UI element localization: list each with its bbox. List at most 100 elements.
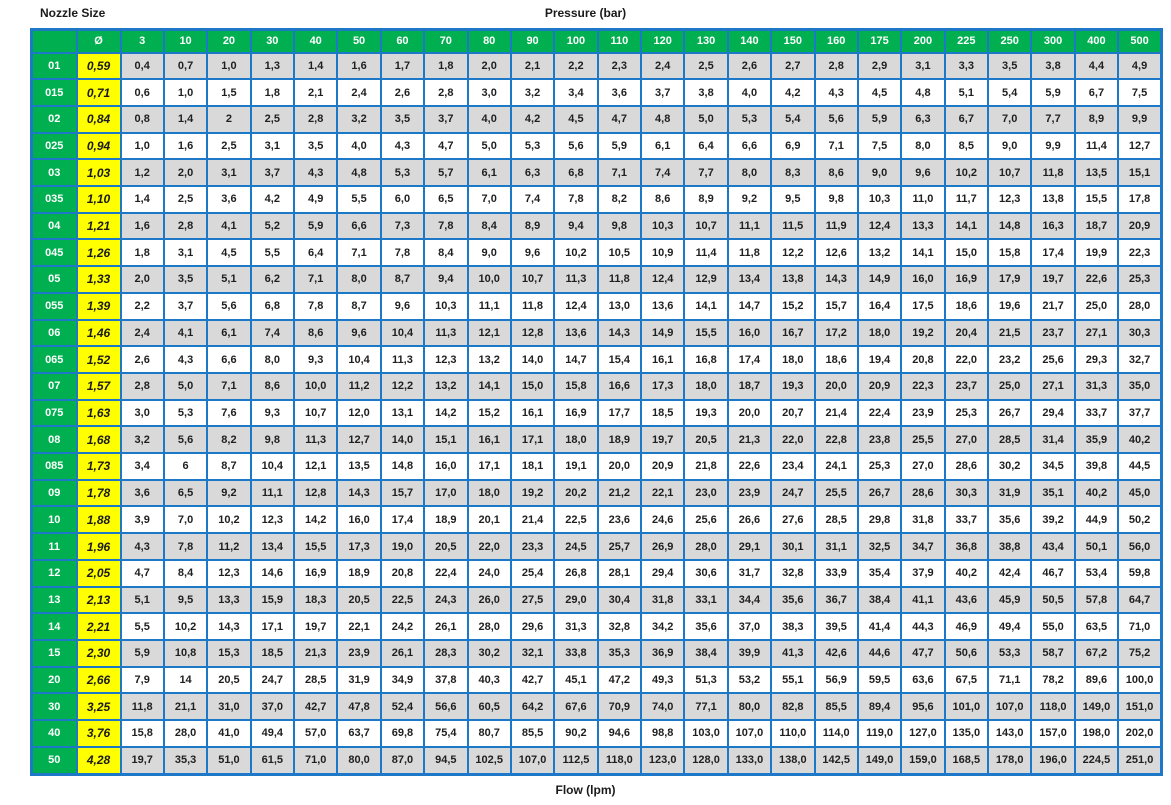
flow-value-cell: 1,8 (423, 51, 469, 81)
flow-value-cell: 29,0 (553, 585, 599, 615)
flow-value-cell: 2,7 (770, 51, 816, 81)
flow-value-cell: 9,9 (1030, 131, 1076, 161)
flow-value-cell: 149,0 (856, 745, 903, 776)
flow-value-cell: 10,0 (466, 265, 512, 294)
flow-value-cell: 45,1 (553, 665, 599, 695)
diameter-cell: 2,05 (75, 558, 122, 588)
flow-value-cell: 3,0 (466, 78, 512, 107)
pressure-header-cell: 130 (683, 28, 729, 54)
flow-value-cell: 5,0 (683, 104, 729, 134)
flow-value-cell: 4,2 (509, 104, 556, 134)
flow-value-cell: 70,9 (596, 692, 643, 722)
flow-value-cell: 18,6 (943, 291, 990, 321)
flow-value-cell: 7,1 (813, 131, 859, 161)
flow-value-cell: 10,7 (986, 158, 1033, 188)
flow-value-cell: 17,9 (986, 265, 1033, 294)
flow-value-cell: 37,0 (726, 612, 773, 641)
flow-value-cell: 20,4 (943, 318, 990, 348)
flow-value-cell: 32,5 (856, 532, 903, 561)
flow-value-cell: 3,8 (683, 78, 729, 107)
flow-value-cell: 3,7 (249, 158, 296, 188)
flow-value-cell: 1,6 (162, 131, 209, 161)
flow-value-cell: 25,5 (900, 425, 946, 455)
table-row: 06 1,46 2,4 4,1 6,1 7,4 8,6 9,6 10,4 11,3 12,1 12,8… (30, 318, 1163, 348)
diameter-cell: 1,39 (75, 291, 122, 321)
flow-value-cell: 50,6 (943, 638, 990, 668)
flow-value-cell: 3,1 (162, 238, 209, 268)
flow-value-cell: 3,2 (119, 425, 165, 455)
flow-value-cell: 31,7 (726, 558, 773, 588)
flow-value-cell: 17,1 (249, 612, 296, 641)
table-row: 11 1,96 4,3 7,8 11,2 13,4 15,5 17,3 19,0 20,5 22,0… (30, 532, 1163, 561)
row-label-cell: 085 (30, 452, 78, 481)
flow-value-cell: 26,0 (466, 585, 512, 615)
pressure-header-cell: 80 (466, 28, 512, 54)
flow-value-cell: 20,8 (379, 558, 426, 588)
flow-value-cell: 10,2 (162, 612, 209, 641)
flow-value-cell: 30,4 (596, 585, 643, 615)
flow-value-cell: 3,3 (943, 51, 990, 81)
flow-value-cell: 142,5 (813, 745, 859, 776)
flow-value-cell: 13,2 (466, 345, 512, 374)
flow-value-cell: 3,5 (379, 104, 426, 134)
flow-value-cell: 28,0 (162, 719, 209, 748)
flow-value-cell: 37,7 (1117, 398, 1163, 428)
flow-value-cell: 19,2 (900, 318, 946, 348)
flow-value-cell: 39,8 (1073, 452, 1120, 481)
flow-value-cell: 63,6 (900, 665, 946, 695)
row-label-cell: 20 (30, 665, 78, 695)
flow-value-cell: 12,9 (683, 265, 729, 294)
diameter-cell: 1,52 (75, 345, 122, 374)
flow-value-cell: 3,5 (986, 51, 1033, 81)
flow-value-cell: 15,4 (596, 345, 643, 374)
flow-value-cell: 30,3 (943, 478, 990, 508)
flow-value-cell: 35,9 (1073, 425, 1120, 455)
row-label-cell: 13 (30, 585, 78, 615)
flow-value-cell: 2,8 (423, 78, 469, 107)
pressure-header-cell: 140 (726, 28, 773, 54)
row-label-cell: 055 (30, 291, 78, 321)
flow-value-cell: 20,5 (206, 665, 252, 695)
flow-value-cell: 45,0 (1117, 478, 1163, 508)
flow-value-cell: 112,5 (553, 745, 599, 776)
flow-value-cell: 1,0 (206, 51, 252, 81)
flow-value-cell: 44,3 (900, 612, 946, 641)
flow-value-cell: 4,9 (1117, 51, 1163, 81)
flow-value-cell: 8,7 (336, 291, 382, 321)
flow-value-cell: 12,4 (553, 291, 599, 321)
flow-value-cell: 64,7 (1117, 585, 1163, 615)
flow-lpm-caption: Flow (lpm) (555, 783, 616, 797)
flow-value-cell: 29,4 (1030, 398, 1076, 428)
flow-value-cell: 58,7 (1030, 638, 1076, 668)
flow-value-cell: 3,8 (1030, 51, 1076, 81)
flow-value-cell: 67,2 (1073, 638, 1120, 668)
flow-value-cell: 22,5 (553, 505, 599, 535)
flow-value-cell: 4,2 (249, 185, 296, 214)
flow-value-cell: 22,6 (1073, 265, 1120, 294)
flow-value-cell: 44,9 (1073, 505, 1120, 535)
flow-value-cell: 21,5 (986, 318, 1033, 348)
flow-value-cell: 64,2 (509, 692, 556, 722)
diameter-cell: 1,68 (75, 425, 122, 455)
flow-value-cell: 159,0 (900, 745, 946, 776)
flow-value-cell: 8,4 (162, 558, 209, 588)
flow-value-cell: 1,8 (249, 78, 296, 107)
flow-value-cell: 32,7 (1117, 345, 1163, 374)
flow-value-cell: 46,7 (1030, 558, 1076, 588)
row-label-cell: 05 (30, 265, 78, 294)
flow-value-cell: 21,3 (292, 638, 339, 668)
flow-value-cell: 1,0 (162, 78, 209, 107)
flow-value-cell: 9,6 (509, 238, 556, 268)
table-row: 12 2,05 4,7 8,4 12,3 14,6 16,9 18,9 20,8 22,4 24,0… (30, 558, 1163, 588)
flow-value-cell: 9,6 (336, 318, 382, 348)
flow-value-cell: 3,6 (596, 78, 643, 107)
diameter-cell: 1,10 (75, 185, 122, 214)
flow-value-cell: 4,3 (379, 131, 426, 161)
flow-value-cell: 23,7 (943, 371, 990, 401)
flow-value-cell: 9,6 (379, 291, 426, 321)
flow-value-cell: 4,7 (119, 558, 165, 588)
flow-value-cell: 38,3 (770, 612, 816, 641)
flow-value-cell: 37,8 (423, 665, 469, 695)
flow-value-cell: 5,0 (466, 131, 512, 161)
flow-value-cell: 5,2 (249, 211, 296, 241)
